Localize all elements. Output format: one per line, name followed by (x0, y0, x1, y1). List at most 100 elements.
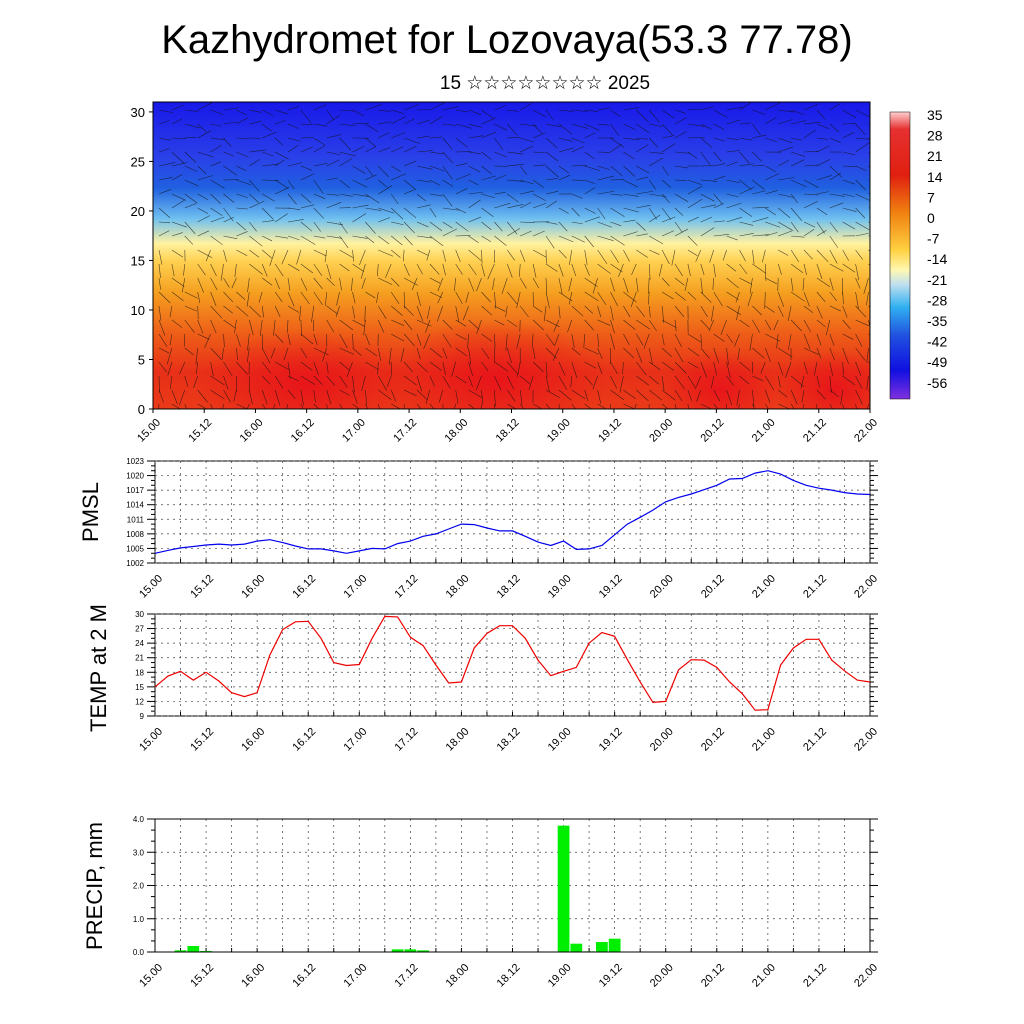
temp-x-tick-label: 17.00 (341, 726, 369, 754)
wind-barb (468, 263, 477, 276)
wind-barb (532, 193, 546, 201)
wind-barb (618, 263, 624, 277)
wind-barb (584, 347, 599, 355)
wind-barb (610, 144, 622, 153)
wind-barb (623, 291, 637, 303)
wind-barb (326, 159, 340, 167)
wind-barb (661, 179, 671, 188)
temp-x-tick-label: 17.12 (393, 726, 421, 754)
temp-y-tick-label: 30 (135, 610, 144, 619)
wind-barb (700, 216, 713, 223)
wind-barb (416, 150, 433, 153)
wind-barb (287, 361, 291, 379)
heatmap-y-tick-label: 20 (131, 204, 145, 219)
wind-barb (661, 123, 673, 136)
wind-barb (597, 207, 606, 220)
wind-barb (184, 305, 197, 312)
wind-barb (300, 263, 314, 274)
wind-barb (391, 173, 407, 181)
wind-barb (532, 202, 547, 209)
wind-barb (300, 123, 313, 125)
wind-barb (287, 207, 301, 210)
wind-barb (674, 131, 687, 139)
wind-barb (468, 199, 481, 209)
wind-barb (752, 217, 769, 223)
wind-barb (584, 305, 594, 314)
wind-barb (183, 333, 186, 347)
wind-barb (455, 207, 467, 214)
wind-barb (545, 403, 551, 409)
wind-barb (791, 235, 805, 238)
wind-barb (236, 221, 247, 231)
wind-barb (648, 319, 657, 332)
wind-barb (197, 333, 210, 340)
wind-barb (274, 333, 284, 344)
pmsl-ylabel: PMSL (78, 482, 103, 542)
wind-barb (262, 123, 272, 132)
wind-barb (648, 403, 650, 409)
wind-barb (726, 202, 742, 209)
wind-barb (378, 403, 380, 409)
pmsl-y-tick-label: 1005 (126, 544, 144, 553)
wind-barb (339, 389, 350, 396)
wind-barb (287, 144, 299, 153)
wind-barb (274, 305, 281, 318)
wind-barb (765, 375, 775, 391)
wind-barb (171, 263, 175, 277)
wind-barb (558, 109, 573, 112)
wind-barb (649, 375, 660, 385)
wind-barb (210, 347, 223, 361)
wind-barb (558, 305, 561, 319)
wind-barb (468, 249, 482, 261)
wind-barb (312, 319, 315, 332)
wind-barb (648, 305, 651, 318)
wind-barb (597, 361, 603, 375)
wind-barb (790, 109, 805, 115)
wind-barb (816, 207, 828, 216)
wind-barb (494, 123, 508, 131)
wind-barb (558, 249, 567, 259)
pmsl-x-tick-label: 22.00 (852, 573, 880, 601)
wind-barb (416, 361, 428, 373)
wind-barb (468, 165, 481, 173)
wind-barb (545, 165, 559, 178)
wind-barb (481, 291, 491, 303)
wind-barb (558, 235, 574, 243)
wind-barb (545, 319, 560, 328)
wind-barb (197, 130, 212, 139)
wind-barb (184, 136, 196, 139)
wind-barb (516, 333, 521, 349)
wind-barb (287, 291, 295, 307)
wind-barb (249, 305, 262, 318)
wind-barb (700, 333, 703, 348)
wind-barb (726, 216, 743, 223)
wind-barb (197, 165, 207, 175)
wind-barb (184, 179, 199, 187)
wind-barb (326, 263, 332, 280)
precip-grid (154, 818, 871, 953)
precip-y-tick-label: 1.0 (133, 915, 145, 924)
wind-barb (400, 347, 405, 363)
wind-barb (416, 403, 422, 409)
wind-barb (726, 119, 741, 125)
wind-barb (778, 389, 788, 398)
wind-barb (274, 361, 290, 371)
wind-barb (494, 221, 503, 232)
wind-barb (790, 263, 803, 273)
wind-barbs (158, 102, 870, 409)
wind-barb (287, 375, 299, 382)
wind-barb (610, 165, 623, 177)
wind-barb (249, 235, 263, 247)
wind-barb (532, 277, 539, 289)
wind-barb (777, 375, 781, 388)
wind-barb (262, 109, 273, 116)
wind-barb (258, 291, 263, 303)
wind-barb (442, 165, 453, 180)
precip-bar (174, 950, 187, 952)
wind-barb (313, 104, 327, 111)
wind-barb (275, 120, 286, 125)
wind-barb (223, 375, 229, 390)
wind-barb (481, 305, 493, 316)
wind-barb (158, 207, 171, 218)
wind-barb (391, 146, 404, 153)
